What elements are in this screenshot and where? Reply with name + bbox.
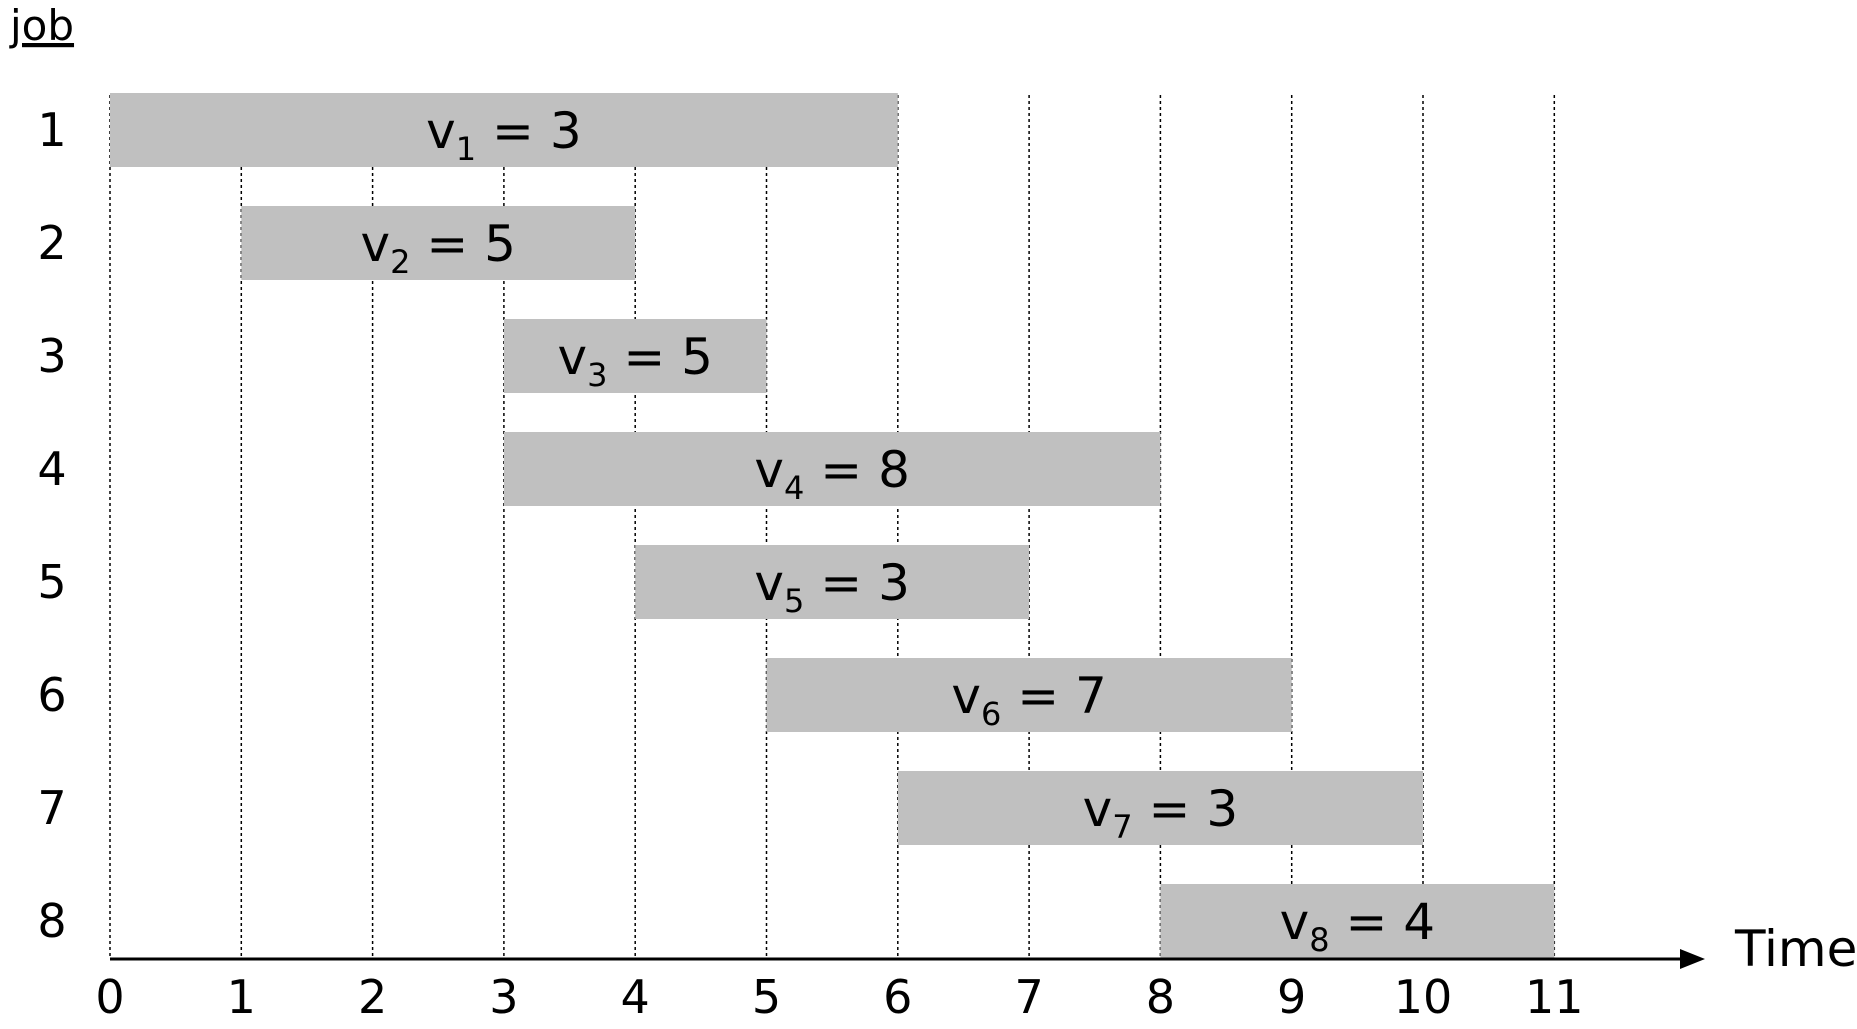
x-tick-label: 4 <box>621 970 650 1024</box>
job-row-label: 4 <box>37 442 66 496</box>
job-bar-label: v2 = 5 <box>361 215 516 281</box>
x-tick-label: 6 <box>883 970 912 1024</box>
x-tick-label: 5 <box>752 970 781 1024</box>
bar-equals: = <box>607 328 681 386</box>
x-tick-label: 9 <box>1277 970 1306 1024</box>
job-bars: v1 = 3v2 = 5v3 = 5v4 = 8v5 = 3v6 = 7v7 =… <box>110 93 1555 959</box>
bar-var: v <box>361 215 391 273</box>
time-axis <box>110 949 1705 969</box>
bar-value: 5 <box>484 215 516 273</box>
bar-var: v <box>754 441 784 499</box>
x-tick-label: 1 <box>227 970 256 1024</box>
bar-var: v <box>426 102 456 160</box>
bar-value: 7 <box>1075 667 1107 725</box>
bar-subscript: 8 <box>1309 921 1329 959</box>
job-axis-title: job <box>9 1 74 50</box>
x-tick-label: 7 <box>1014 970 1043 1024</box>
job-bar <box>503 319 767 393</box>
job-bar-label: v4 = 8 <box>754 441 909 507</box>
time-tick-labels: 0 1 2 3 4 5 6 7 8 9 10 11 <box>95 970 1583 1024</box>
job-bar <box>241 206 636 280</box>
arrow-right-icon <box>1680 949 1705 969</box>
bar-subscript: 3 <box>587 356 607 394</box>
job-row-label: 6 <box>37 668 66 722</box>
bar-var: v <box>951 667 981 725</box>
bar-subscript: 2 <box>390 243 410 281</box>
bar-value: 8 <box>878 441 910 499</box>
job-row-label: 1 <box>37 103 66 157</box>
bar-equals: = <box>1330 893 1404 951</box>
time-axis-title: Time <box>1734 920 1857 978</box>
bar-equals: = <box>476 102 550 160</box>
job-bar-label: v7 = 3 <box>1083 780 1238 846</box>
bar-subscript: 4 <box>784 469 804 507</box>
x-tick-label: 8 <box>1146 970 1175 1024</box>
job-bar <box>503 432 1161 506</box>
job-bar-label: v6 = 7 <box>951 667 1106 733</box>
bar-equals: = <box>1001 667 1075 725</box>
job-row-labels: 1 2 3 4 5 6 7 8 <box>37 103 66 948</box>
job-bar-label: v3 = 5 <box>557 328 712 394</box>
bar-equals: = <box>1133 780 1207 838</box>
bar-value: 3 <box>1206 780 1238 838</box>
bar-value: 5 <box>681 328 713 386</box>
bar-equals: = <box>410 215 484 273</box>
job-bar-label: v8 = 4 <box>1280 893 1435 959</box>
job-row-label: 8 <box>37 894 66 948</box>
job-bar <box>1160 884 1555 958</box>
x-tick-label: 10 <box>1394 970 1453 1024</box>
x-tick-label: 2 <box>358 970 387 1024</box>
x-tick-label: 11 <box>1525 970 1584 1024</box>
job-bar-label: v1 = 3 <box>426 102 581 168</box>
job-bar <box>766 658 1292 732</box>
bar-var: v <box>1280 893 1310 951</box>
bar-value: 3 <box>550 102 582 160</box>
bar-subscript: 1 <box>456 130 476 168</box>
job-bar-label: v5 = 3 <box>754 554 909 620</box>
bar-value: 3 <box>878 554 910 612</box>
job-bar <box>897 771 1423 845</box>
job-bar <box>110 93 898 167</box>
bar-var: v <box>557 328 587 386</box>
bar-subscript: 5 <box>784 582 804 620</box>
bar-equals: = <box>804 554 878 612</box>
job-row-label: 7 <box>37 781 66 835</box>
bar-value: 4 <box>1403 893 1435 951</box>
x-tick-label: 3 <box>489 970 518 1024</box>
bar-var: v <box>1083 780 1113 838</box>
job-row-label: 5 <box>37 555 66 609</box>
bar-subscript: 7 <box>1112 808 1132 846</box>
bar-subscript: 6 <box>981 695 1001 733</box>
x-tick-label: 0 <box>95 970 124 1024</box>
bar-var: v <box>754 554 784 612</box>
bar-equals: = <box>804 441 878 499</box>
job-row-label: 3 <box>37 329 66 383</box>
job-bar <box>635 545 1030 619</box>
job-row-label: 2 <box>37 216 66 270</box>
